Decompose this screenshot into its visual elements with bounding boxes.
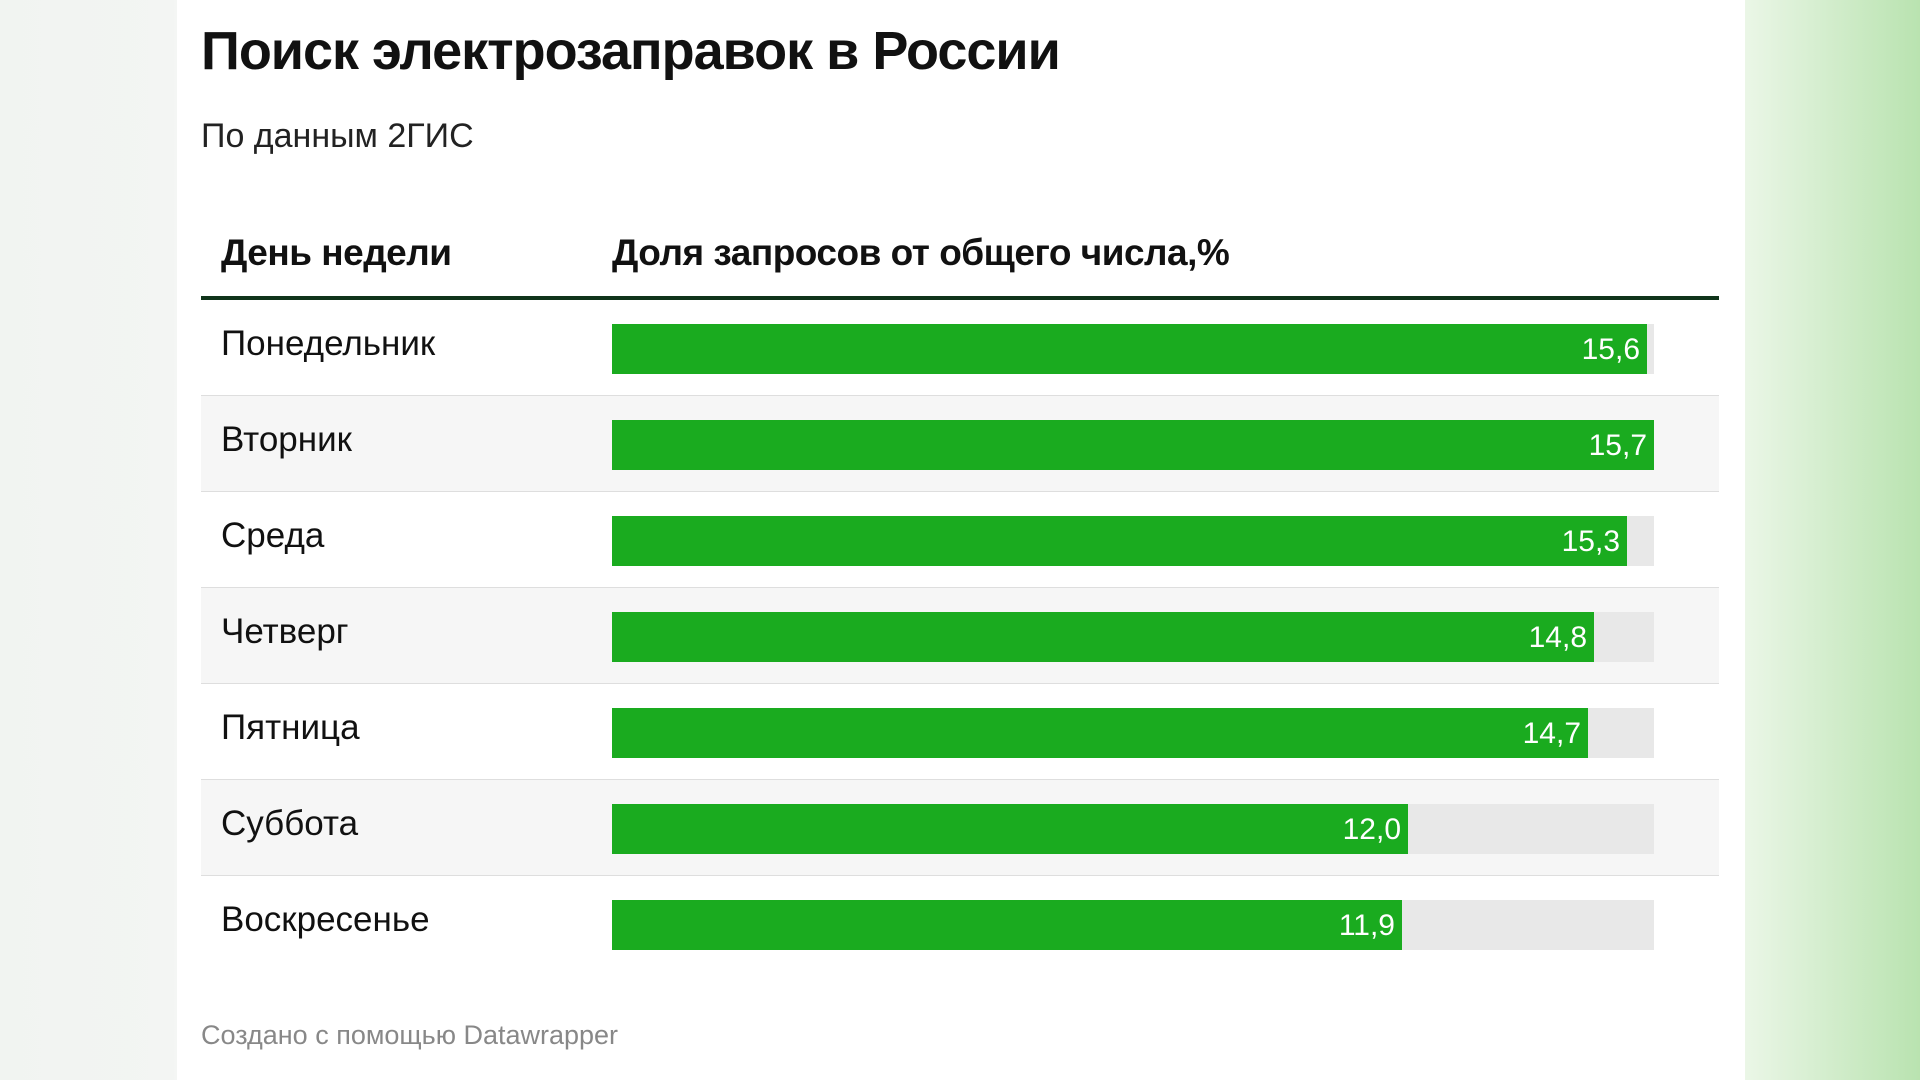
column-header-share: Доля запросов от общего числа,% [612,232,1230,273]
bar-value-label: 14,7 [1522,717,1581,750]
bar-track: 14,8 [612,612,1654,662]
bar-table: День недели Доля запросов от общего числ… [201,220,1719,971]
bar: 12,0 [612,804,1408,854]
table-row: Понедельник 15,6 [201,300,1719,396]
table-header: День недели Доля запросов от общего числ… [201,220,1719,300]
bar-value-label: 15,6 [1581,333,1640,366]
chart-title: Поиск электрозаправок в России [201,21,1061,81]
bar-value-label: 12,0 [1342,813,1401,846]
bar: 14,8 [612,612,1594,662]
bar: 15,3 [612,516,1627,566]
bar-value-label: 14,8 [1528,621,1587,654]
table-row: Пятница 14,7 [201,684,1719,780]
bar-value-label: 11,9 [1338,909,1395,942]
bar: 15,7 [612,420,1654,470]
table-body: Понедельник 15,6 Вторник 15,7 Среда 15,3 Четве… [201,300,1719,971]
bar-track: 15,3 [612,516,1654,566]
credit-footer: Создано с помощью Datawrapper [201,1020,619,1050]
bar-value-label: 15,7 [1588,429,1647,462]
bar: 14,7 [612,708,1588,758]
chart-subtitle: По данным 2ГИС [201,117,474,155]
table-row: Среда 15,3 [201,492,1719,588]
row-label: Четверг [221,612,349,651]
row-label: Пятница [221,708,360,747]
bar: 15,6 [612,324,1647,374]
table-row: Воскресенье 11,9 [201,876,1719,971]
row-label: Понедельник [221,324,436,363]
row-label: Воскресенье [221,900,430,939]
bar-track: 15,7 [612,420,1654,470]
table-row: Четверг 14,8 [201,588,1719,684]
row-label: Вторник [221,420,352,459]
table-row: Вторник 15,7 [201,396,1719,492]
table-row: Суббота 12,0 [201,780,1719,876]
row-label: Суббота [221,804,359,843]
column-header-day: День недели [221,232,452,273]
bar-track: 14,7 [612,708,1654,758]
bar-value-label: 15,3 [1561,525,1620,558]
bar-track: 12,0 [612,804,1654,854]
bar: 11,9 [612,900,1402,950]
bar-track: 11,9 [612,900,1654,950]
chart-card: Поиск электрозаправок в России По данным… [177,0,1745,1080]
row-label: Среда [221,516,325,555]
bar-track: 15,6 [612,324,1654,374]
